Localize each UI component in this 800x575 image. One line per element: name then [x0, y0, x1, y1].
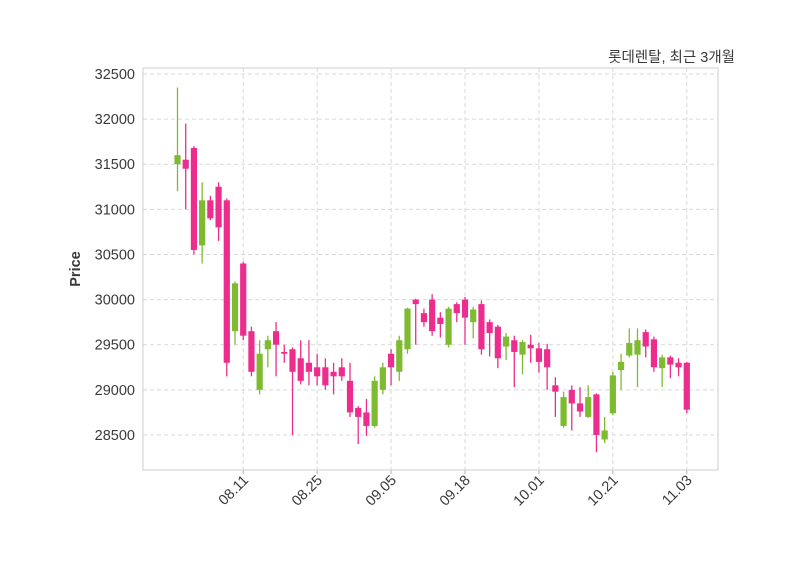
y-axis-label: Price: [68, 251, 84, 287]
candle-body-down: [511, 340, 518, 352]
candle-body-down: [478, 304, 485, 350]
candle-body-up: [199, 200, 206, 246]
y-tick-label: 30000: [95, 293, 135, 309]
candle-body-down: [305, 362, 313, 372]
candle-body-down: [576, 403, 584, 412]
candle-body-down: [272, 331, 280, 345]
candle-body-down: [207, 200, 214, 219]
candle-body-down: [330, 371, 337, 377]
candle-body-down: [437, 317, 444, 324]
candle-body-down: [420, 313, 428, 323]
candle-body-down: [182, 159, 189, 169]
candle-body-down: [314, 367, 321, 377]
candle-body-up: [502, 336, 510, 347]
candle-body-down: [429, 299, 436, 332]
candle-body-down: [248, 331, 255, 372]
candle-body-down: [527, 344, 534, 349]
candle-body-up: [174, 155, 181, 165]
y-tick-label: 31000: [95, 202, 135, 218]
x-tick-label: 10.21: [585, 473, 622, 510]
candle-body-down: [453, 304, 460, 314]
candle-body-up: [519, 342, 526, 355]
candle-body-up: [585, 397, 592, 417]
candle-body-up: [617, 361, 625, 370]
candle-body-down: [568, 389, 575, 404]
candle-body-down: [289, 349, 296, 372]
x-tick-label: 09.18: [437, 473, 474, 510]
y-tick-label: 29500: [95, 338, 135, 354]
candle-body-down: [363, 412, 370, 426]
candle-body-up: [634, 340, 641, 355]
candle-body-down: [667, 357, 674, 365]
chart-title: 롯데렌탈, 최근 3개월: [608, 50, 735, 66]
plot-border: [142, 67, 719, 471]
y-tick-label: 32500: [95, 67, 135, 83]
candle-body-down: [552, 385, 559, 392]
x-tick-label: 08.25: [289, 473, 326, 510]
x-tick-label: 10.01: [511, 473, 548, 510]
candle-body-up: [396, 340, 403, 372]
candle-body-down: [544, 349, 551, 368]
candle-body-down: [355, 407, 362, 417]
candle-body-up: [470, 309, 477, 323]
candle-body-up: [404, 308, 411, 350]
candle-body-up: [231, 283, 239, 332]
y-tick-label: 29000: [95, 383, 135, 399]
candle-body-down: [322, 367, 329, 386]
candle-body-up: [609, 375, 616, 414]
candle-body-down: [240, 263, 247, 336]
candle-body-up: [601, 430, 608, 440]
candle-body-up: [371, 380, 378, 426]
candle-body-down: [486, 322, 493, 333]
candle-body-up: [379, 367, 386, 390]
candle-body-down: [494, 326, 501, 359]
candle-body-down: [642, 332, 649, 347]
y-tick-label: 30500: [95, 247, 135, 263]
y-tick-label: 28500: [95, 428, 135, 444]
candle-body-down: [281, 351, 288, 354]
candle-body-down: [223, 200, 230, 363]
candle-body-up: [626, 342, 633, 356]
candle-body-up: [264, 340, 271, 350]
candle-body-down: [190, 147, 198, 250]
candle-body-up: [560, 397, 567, 426]
y-tick-label: 32000: [95, 112, 135, 128]
x-tick-label: 08.11: [216, 473, 252, 509]
candle-body-down: [215, 186, 222, 228]
candle-body-down: [461, 299, 469, 318]
candle-body-down: [683, 362, 690, 410]
candle-body-down: [412, 299, 419, 305]
candle-body-down: [297, 358, 304, 381]
candle-body-up: [256, 353, 263, 390]
candle-body-down: [535, 348, 543, 362]
y-tick-label: 31500: [95, 157, 135, 173]
candle-body-up: [445, 308, 452, 345]
candle-body-down: [650, 339, 658, 368]
candle-body-down: [346, 380, 354, 413]
x-tick-label: 11.03: [659, 473, 695, 509]
candle-body-down: [338, 367, 345, 377]
candle-body-up: [659, 357, 666, 369]
x-tick-label: 09.05: [363, 473, 400, 510]
candle-body-down: [387, 353, 395, 368]
candle-body-down: [593, 394, 600, 435]
candle-body-down: [675, 362, 682, 368]
